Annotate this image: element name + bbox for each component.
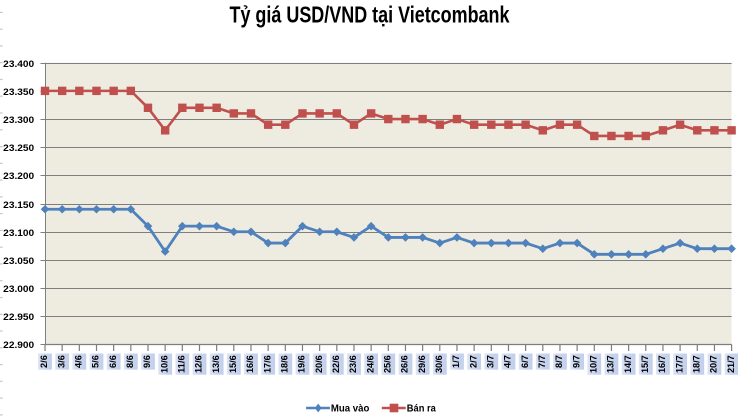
svg-text:23.400: 23.400 bbox=[3, 59, 34, 69]
svg-text:17/6: 17/6 bbox=[262, 355, 272, 373]
svg-text:12/6: 12/6 bbox=[194, 355, 204, 373]
svg-text:23.150: 23.150 bbox=[3, 200, 34, 210]
svg-text:24/6: 24/6 bbox=[365, 355, 375, 373]
svg-text:23.050: 23.050 bbox=[3, 256, 34, 266]
svg-text:23.000: 23.000 bbox=[3, 284, 34, 294]
svg-text:22.900: 22.900 bbox=[3, 340, 34, 350]
svg-text:7/7: 7/7 bbox=[537, 355, 547, 368]
svg-text:2/7: 2/7 bbox=[468, 355, 478, 368]
svg-text:23.100: 23.100 bbox=[3, 228, 34, 238]
svg-text:2/6: 2/6 bbox=[39, 355, 49, 368]
svg-text:14/7: 14/7 bbox=[623, 355, 633, 373]
svg-text:23.250: 23.250 bbox=[3, 143, 34, 153]
svg-text:13/7: 13/7 bbox=[606, 355, 616, 373]
svg-text:23.350: 23.350 bbox=[3, 87, 34, 97]
svg-text:21/7: 21/7 bbox=[726, 355, 736, 373]
svg-text:26/6: 26/6 bbox=[400, 355, 410, 373]
svg-text:23/6: 23/6 bbox=[348, 355, 358, 373]
svg-text:29/6: 29/6 bbox=[417, 355, 427, 373]
svg-text:3/6: 3/6 bbox=[56, 355, 66, 368]
svg-text:4/7: 4/7 bbox=[503, 355, 513, 368]
svg-text:16/7: 16/7 bbox=[657, 355, 667, 373]
svg-text:4/6: 4/6 bbox=[74, 355, 84, 368]
svg-text:25/6: 25/6 bbox=[383, 355, 393, 373]
svg-text:10/6: 10/6 bbox=[159, 355, 169, 373]
svg-text:5/6: 5/6 bbox=[91, 355, 101, 368]
svg-text:22.950: 22.950 bbox=[3, 312, 34, 322]
svg-text:10/7: 10/7 bbox=[588, 355, 598, 373]
svg-text:9/6: 9/6 bbox=[142, 355, 152, 368]
svg-text:8/7: 8/7 bbox=[554, 355, 564, 368]
svg-text:Mua vào: Mua vào bbox=[331, 404, 370, 415]
svg-text:13/6: 13/6 bbox=[211, 355, 221, 373]
svg-text:1/7: 1/7 bbox=[451, 355, 461, 368]
svg-text:22/6: 22/6 bbox=[331, 355, 341, 373]
svg-text:18/6: 18/6 bbox=[280, 355, 290, 373]
svg-text:20/6: 20/6 bbox=[314, 355, 324, 373]
svg-text:23.300: 23.300 bbox=[3, 115, 34, 125]
svg-text:6/7: 6/7 bbox=[520, 355, 530, 368]
svg-text:15/6: 15/6 bbox=[228, 355, 238, 373]
svg-text:3/7: 3/7 bbox=[485, 355, 495, 368]
svg-text:30/6: 30/6 bbox=[434, 355, 444, 373]
svg-text:9/7: 9/7 bbox=[571, 355, 581, 368]
svg-text:11/6: 11/6 bbox=[177, 355, 187, 373]
svg-text:Bán ra: Bán ra bbox=[407, 404, 436, 415]
svg-text:17/7: 17/7 bbox=[674, 355, 684, 373]
svg-text:15/7: 15/7 bbox=[640, 355, 650, 373]
svg-text:Tỷ giá USD/VND tại Vietcombank: Tỷ giá USD/VND tại Vietcombank bbox=[230, 2, 510, 28]
svg-text:8/6: 8/6 bbox=[125, 355, 135, 368]
svg-text:6/6: 6/6 bbox=[108, 355, 118, 368]
svg-text:20/7: 20/7 bbox=[709, 355, 719, 373]
svg-text:18/7: 18/7 bbox=[691, 355, 701, 373]
svg-text:16/6: 16/6 bbox=[245, 355, 255, 373]
svg-text:19/6: 19/6 bbox=[297, 355, 307, 373]
svg-text:23.200: 23.200 bbox=[3, 171, 34, 181]
